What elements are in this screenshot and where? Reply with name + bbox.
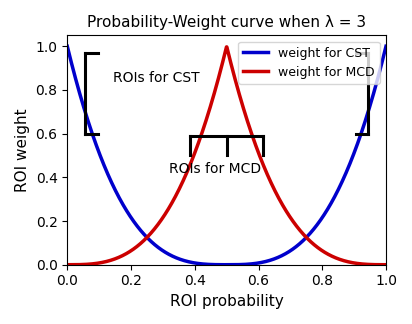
weight for CST [384, 44, 389, 48]
weight for CST [97, 153, 102, 156]
weight for MCD [97, 261, 102, 265]
weight for MCD [194, 147, 199, 151]
Line: weight for MCD: weight for MCD [67, 47, 386, 265]
weight for CST [224, 263, 229, 267]
Y-axis label: ROI weight: ROI weight [15, 108, 30, 192]
weight for MCD [284, 210, 289, 214]
X-axis label: ROI probability: ROI probability [170, 294, 283, 309]
weight for MCD [224, 45, 229, 49]
Text: ROIs for MCD: ROIs for MCD [169, 162, 261, 176]
weight for CST [284, 251, 289, 255]
Title: Probability-Weight curve when λ = 3: Probability-Weight curve when λ = 3 [87, 15, 366, 30]
weight for MCD [205, 113, 210, 117]
weight for CST [194, 261, 199, 265]
Text: ROIs for CST: ROIs for CST [113, 71, 200, 85]
weight for MCD [319, 249, 324, 252]
weight for CST [319, 216, 324, 220]
weight for CST [65, 44, 70, 48]
weight for MCD [314, 244, 318, 248]
weight for MCD [384, 263, 389, 267]
Line: weight for CST: weight for CST [67, 46, 386, 265]
weight for MCD [65, 263, 70, 267]
weight for CST [314, 224, 318, 228]
weight for CST [205, 262, 210, 266]
Legend: weight for CST, weight for MCD: weight for CST, weight for MCD [238, 41, 380, 84]
